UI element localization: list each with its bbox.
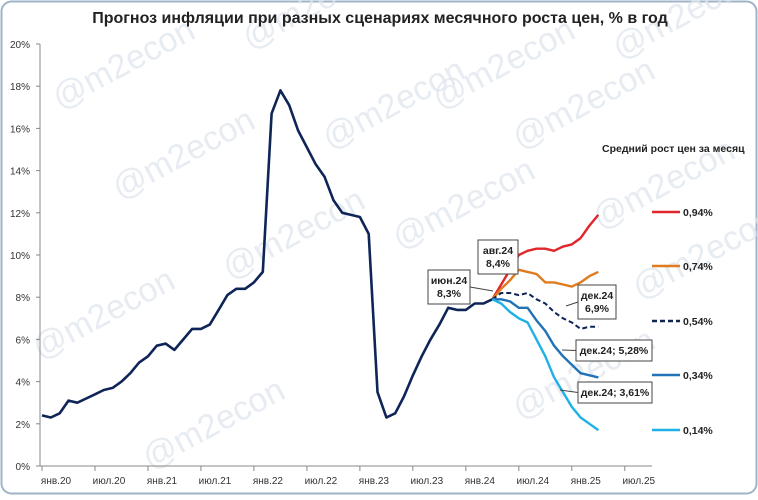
y-tick-label: 8%	[16, 293, 31, 304]
annotation-leader	[469, 286, 494, 292]
annotation-text: дек.24	[581, 290, 614, 302]
x-tick-label: июл.22	[305, 476, 338, 487]
annotation-text: дек.24; 5,28%	[580, 345, 649, 357]
series-line	[491, 268, 599, 301]
x-tick-label: июл.25	[622, 476, 655, 487]
legend-title: Средний рост цен за месяц	[602, 143, 745, 155]
y-tick-label: 12%	[10, 209, 30, 220]
series-line	[491, 298, 599, 432]
y-tick-label: 16%	[10, 124, 30, 135]
x-tick-label: июл.23	[411, 476, 444, 487]
y-tick-label: 18%	[10, 82, 30, 93]
annotation-box	[577, 381, 653, 404]
series-line	[491, 292, 599, 330]
y-tick-label: 6%	[16, 335, 31, 346]
annotation-text: 8,4%	[486, 258, 511, 270]
x-tick-label: июл.24	[517, 476, 550, 487]
y-tick-label: 2%	[16, 420, 31, 431]
x-tick-label: янв.21	[147, 476, 178, 487]
x-tick-label: янв.25	[571, 476, 602, 487]
x-tick-label: июл.21	[199, 476, 232, 487]
annotation-text: июн.24	[431, 275, 468, 287]
annotation-box	[577, 284, 617, 320]
legend-label: 0,94%	[683, 207, 713, 219]
legend-label: 0,34%	[683, 370, 713, 382]
y-tick-label: 4%	[16, 378, 31, 389]
x-tick-label: июл.20	[93, 476, 126, 487]
annotation-text: 6,9%	[585, 303, 610, 315]
annotation-leader	[559, 389, 579, 393]
y-tick-label: 0%	[16, 462, 31, 473]
x-tick-label: янв.23	[359, 476, 390, 487]
annotation-text: 8,3%	[437, 288, 462, 300]
y-tick-label: 14%	[10, 167, 30, 178]
legend-label: 0,54%	[683, 316, 713, 328]
annotation-box	[427, 269, 471, 305]
annotation-text: авг.24	[483, 245, 513, 257]
legend-label: 0,14%	[683, 425, 713, 437]
series-line	[492, 298, 599, 379]
y-tick-label: 10%	[10, 251, 30, 262]
x-tick-label: янв.24	[465, 476, 496, 487]
chart-title: Прогноз инфляции при разных сценариях ме…	[92, 10, 668, 27]
x-tick-label: янв.20	[41, 476, 72, 487]
x-tick-label: янв.22	[253, 476, 284, 487]
y-tick-label: 20%	[10, 40, 30, 51]
annotation-box	[477, 239, 519, 275]
annotation-box	[575, 339, 653, 362]
annotation-leader	[565, 301, 579, 307]
series-line	[41, 89, 493, 419]
legend-label: 0,74%	[683, 261, 713, 273]
annotation-leader	[561, 349, 577, 351]
annotation-text: дек.24; 3,61%	[581, 387, 650, 399]
